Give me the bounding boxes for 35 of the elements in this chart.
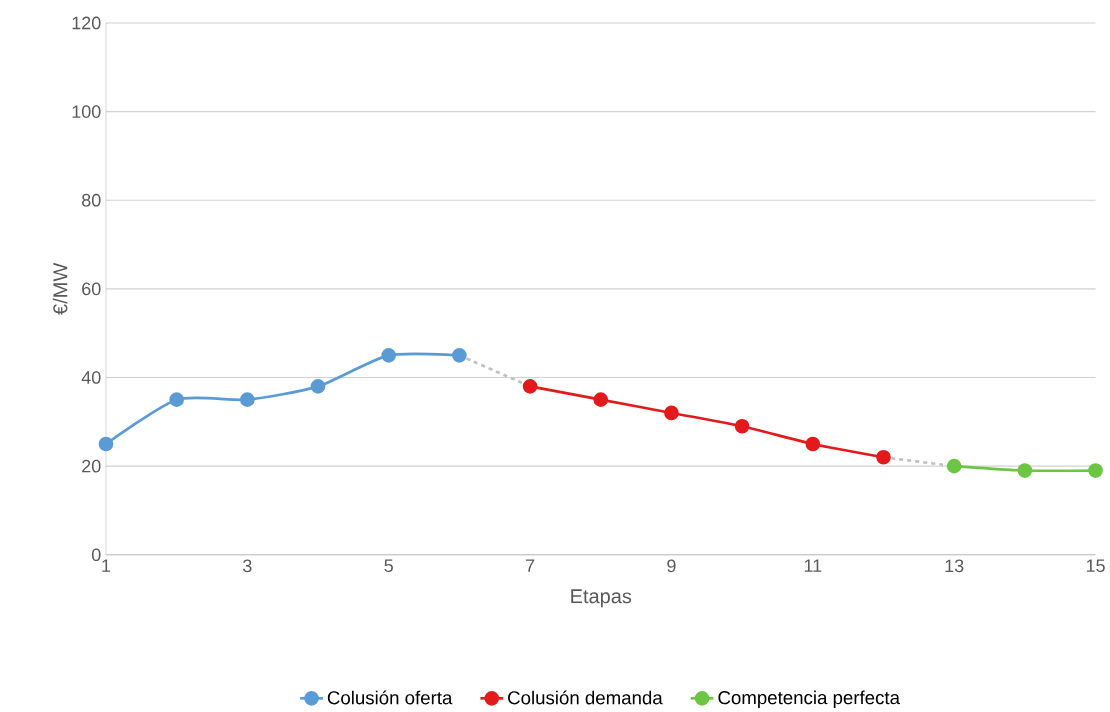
point <box>169 392 184 408</box>
point <box>1088 463 1103 479</box>
point <box>734 419 750 434</box>
y-tick-label: 40 <box>81 371 101 385</box>
x-tick-label: 3 <box>243 559 252 573</box>
y-tick-label: 0 <box>91 548 101 562</box>
point <box>593 392 609 408</box>
legend-label: Colusión demanda <box>508 690 663 705</box>
point <box>381 348 397 363</box>
y-axis-title: €/MW <box>52 263 68 315</box>
y-tick-label: 120 <box>72 16 101 30</box>
point <box>522 379 538 394</box>
point <box>240 392 255 408</box>
x-tick-label: 9 <box>667 559 676 573</box>
point <box>946 458 962 474</box>
point <box>98 436 114 452</box>
legend-label: Competencia perfecta <box>718 690 900 709</box>
x-tick-label: 15 <box>1086 559 1105 573</box>
x-tick-label: 11 <box>804 559 822 572</box>
x-tick-label: 13 <box>945 559 964 573</box>
y-tick-label: 20 <box>82 459 101 473</box>
y-tick-label: 80 <box>82 194 101 207</box>
point <box>805 436 821 452</box>
y-tick-label: 100 <box>72 105 101 119</box>
point <box>310 379 326 394</box>
legend-label: Colusión oferta <box>327 690 453 705</box>
point <box>452 348 467 363</box>
y-tick-label: 60 <box>82 282 101 296</box>
x-tick-label: 5 <box>384 559 393 573</box>
x-axis-title: Etapas <box>571 589 632 608</box>
point <box>664 405 679 421</box>
point <box>1017 463 1033 479</box>
x-tick-label: 1 <box>102 559 111 572</box>
x-tick-label: 7 <box>525 559 535 572</box>
point <box>876 450 891 465</box>
